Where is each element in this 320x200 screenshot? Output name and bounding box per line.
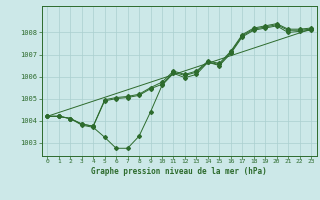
X-axis label: Graphe pression niveau de la mer (hPa): Graphe pression niveau de la mer (hPa) [91,167,267,176]
